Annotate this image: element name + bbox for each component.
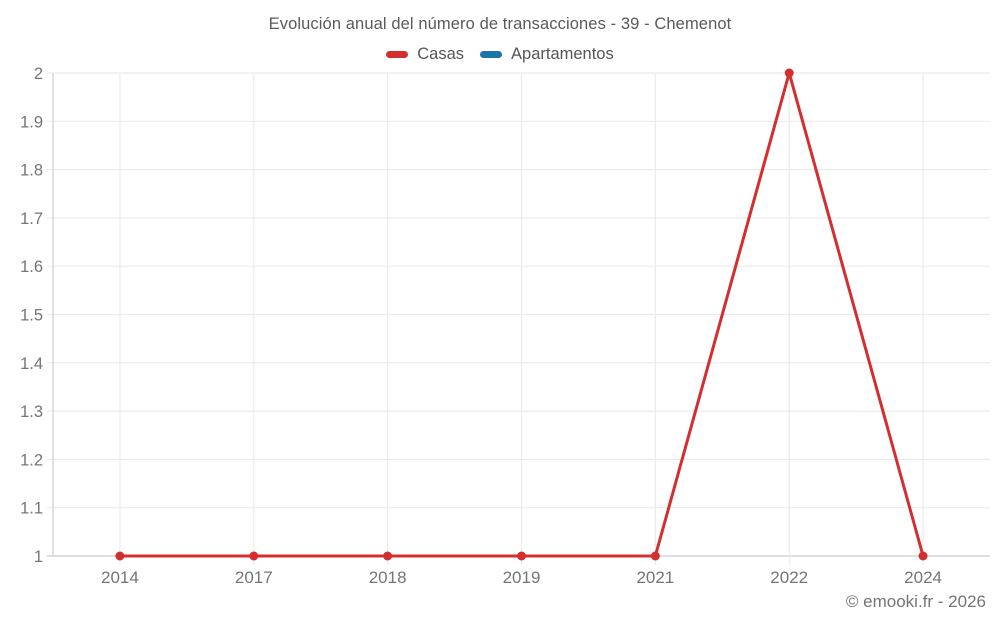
y-tick-label: 1 [34, 548, 43, 566]
data-point-casas[interactable] [115, 551, 125, 561]
x-tick-label: 2017 [235, 568, 273, 587]
y-tick-label: 1.5 [20, 307, 43, 325]
y-tick-label: 1.7 [20, 210, 43, 228]
y-tick-label: 1.6 [20, 258, 43, 276]
chart-legend: Casas Apartamentos [0, 45, 1000, 64]
y-tick-label: 1.1 [20, 500, 43, 518]
data-point-casas[interactable] [918, 551, 928, 561]
data-point-casas[interactable] [249, 551, 259, 561]
data-point-casas[interactable] [650, 551, 660, 561]
x-tick-label: 2024 [904, 568, 942, 587]
x-tick-label: 2014 [101, 568, 139, 587]
credit-text: © emooki.fr - 2026 [845, 592, 986, 611]
x-tick-label: 2018 [369, 568, 407, 587]
y-tick-label: 1.8 [20, 162, 43, 180]
x-tick-label: 2022 [770, 568, 808, 587]
legend-item-apartamentos[interactable]: Apartamentos [480, 45, 614, 64]
x-tick-label: 2019 [503, 568, 541, 587]
legend-label: Apartamentos [511, 45, 614, 63]
legend-swatch-icon [480, 51, 503, 58]
data-point-casas[interactable] [784, 68, 794, 78]
y-tick-label: 1.3 [20, 403, 43, 421]
legend-label: Casas [417, 45, 465, 63]
y-tick-label: 2 [34, 65, 43, 83]
y-tick-label: 1.9 [20, 113, 43, 131]
x-tick-label: 2021 [636, 568, 674, 587]
data-point-casas[interactable] [517, 551, 526, 561]
y-tick-label: 1.4 [20, 355, 43, 373]
legend-item-casas[interactable]: Casas [386, 45, 464, 64]
data-point-casas[interactable] [383, 551, 393, 561]
chart-title: Evolución anual del número de transaccio… [268, 15, 732, 33]
y-tick-label: 1.2 [20, 451, 43, 469]
legend-swatch-icon [386, 51, 409, 58]
